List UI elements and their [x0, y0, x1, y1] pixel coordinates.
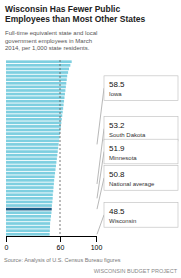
- bar: [6, 118, 62, 121]
- bar: [6, 82, 66, 85]
- annotation-label: National average: [109, 181, 155, 187]
- tick-mark: [60, 236, 61, 242]
- connector: [97, 215, 104, 234]
- bar: [6, 208, 52, 211]
- tick: 100: [91, 236, 103, 251]
- annotation-value: 50.8: [109, 170, 125, 179]
- bar: [6, 71, 68, 74]
- plot: [6, 60, 72, 236]
- bar: [6, 64, 70, 67]
- credit: WISCONSIN BUDGET PROJECT: [94, 268, 178, 274]
- tick-label: 0: [5, 244, 9, 251]
- bar: [6, 175, 55, 178]
- annotation-label: South Dakota: [109, 132, 146, 138]
- bar: [6, 222, 50, 225]
- bar: [6, 233, 50, 236]
- bar: [6, 165, 56, 168]
- bar: [6, 125, 61, 128]
- annotation-value: 58.5: [109, 80, 125, 89]
- connector: [97, 152, 104, 199]
- bar: [6, 226, 50, 229]
- bar: [6, 215, 51, 218]
- annotation-value: 53.2: [109, 121, 125, 130]
- bar: [6, 201, 52, 204]
- bar: [6, 190, 53, 193]
- tick-mark: [6, 236, 7, 242]
- bar: [6, 197, 53, 200]
- chart: Wisconsin Has Fewer PublicEmployees than…: [0, 0, 181, 278]
- bar: [6, 183, 54, 186]
- bar: [6, 193, 53, 196]
- bar: [6, 89, 65, 92]
- bar: [6, 60, 72, 63]
- bar: [6, 111, 63, 114]
- bar: [6, 100, 64, 103]
- annotation-label: Minnesota: [109, 155, 137, 161]
- callout-box: [104, 76, 178, 101]
- reference-line: [60, 60, 61, 236]
- x-axis: 0 60 100: [5, 236, 103, 251]
- callout-box: [104, 203, 178, 228]
- bar: [6, 229, 50, 232]
- tick: 60: [57, 236, 65, 251]
- bar: [6, 96, 65, 99]
- bar: [6, 121, 61, 124]
- connector: [97, 178, 104, 209]
- annotation-value: 51.9: [109, 144, 125, 153]
- bar: [6, 93, 65, 96]
- bar: [6, 129, 60, 132]
- callout-box: [104, 139, 178, 164]
- bar: [6, 179, 54, 182]
- bar: [6, 161, 56, 164]
- axis-line: [7, 236, 97, 237]
- annotation-label: Wisconsin: [109, 218, 136, 224]
- bar: [6, 78, 67, 81]
- annotation-value: 48.5: [109, 207, 125, 216]
- bar: [6, 136, 60, 139]
- bar: [6, 139, 59, 142]
- bar: [6, 107, 63, 110]
- subtitle: Full-time equivalent state and localgove…: [5, 30, 97, 51]
- annotation-label: Iowa: [109, 91, 122, 97]
- bar: [6, 114, 62, 117]
- bar: [6, 143, 59, 146]
- bar: [6, 204, 52, 207]
- bar: [6, 157, 57, 160]
- tick-mark: [96, 236, 97, 242]
- bar: [6, 211, 51, 214]
- title: Wisconsin Has Fewer PublicEmployees than…: [5, 4, 146, 24]
- bar: [6, 219, 51, 222]
- bar: [6, 186, 54, 189]
- callout-box: [104, 116, 178, 141]
- bar: [6, 150, 58, 153]
- tick-label: 100: [91, 244, 103, 251]
- callout-box: [104, 166, 178, 191]
- bar: [6, 132, 60, 135]
- bar: [6, 104, 64, 107]
- tick: 0: [5, 236, 9, 251]
- bar: [6, 172, 55, 175]
- bar: [6, 86, 66, 89]
- bar: [6, 68, 69, 71]
- source: Source: Analysis of U.S. Census Bureau f…: [4, 257, 121, 263]
- bar: [6, 75, 67, 78]
- bar: [6, 168, 56, 171]
- bar: [6, 147, 58, 150]
- annotations: 58.5 Iowa 53.2 South Dakota 51.9 Minnesota 50.…: [97, 76, 178, 234]
- bar: [6, 154, 57, 157]
- tick-label: 60: [57, 244, 65, 251]
